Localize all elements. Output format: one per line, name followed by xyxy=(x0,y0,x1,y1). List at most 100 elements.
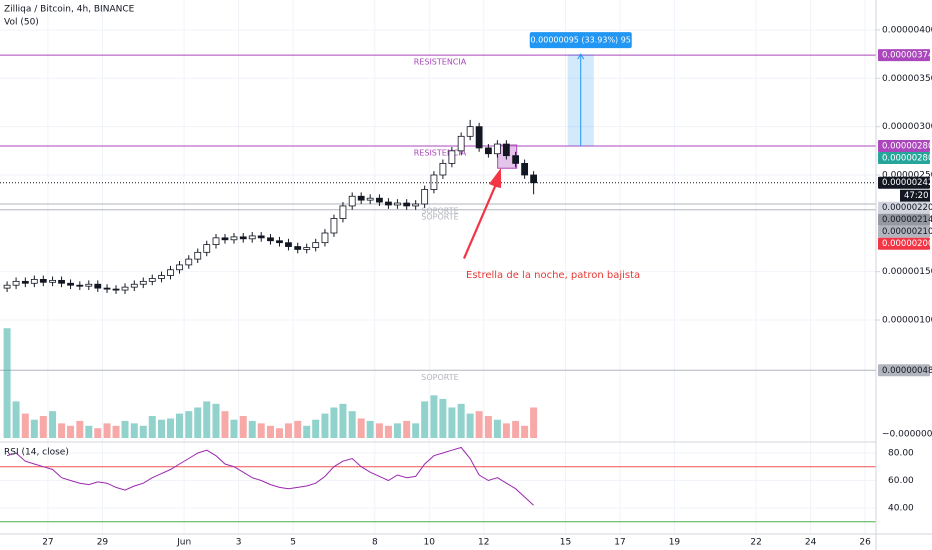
rsi-tick-label: 40.00 xyxy=(888,503,914,513)
y-tick-label: 0.00000250 xyxy=(882,170,932,180)
candle-body xyxy=(267,237,274,242)
volume-bar xyxy=(412,423,420,438)
volume-bar xyxy=(103,423,111,438)
measure-label-box xyxy=(529,32,632,49)
candle-body xyxy=(385,201,392,206)
x-tick-label: Jun xyxy=(176,538,191,548)
x-tick-label: 29 xyxy=(97,538,109,548)
volume-bar xyxy=(403,420,411,438)
volume-bar xyxy=(521,425,529,438)
price-tag-label: 0.00000280 xyxy=(882,153,932,163)
candle-body xyxy=(330,218,338,234)
candle-body xyxy=(12,280,20,286)
x-tick-label: 5 xyxy=(290,538,296,548)
volume-bar xyxy=(248,420,256,438)
candle-body xyxy=(176,264,183,271)
volume-bar xyxy=(284,423,292,438)
price-tag-label: 0.00000210 xyxy=(882,227,932,237)
rsi-tick-label: 80.00 xyxy=(888,448,914,458)
candle-body xyxy=(94,283,102,289)
x-tick-label: 17 xyxy=(614,538,625,548)
volume-bar xyxy=(384,425,392,438)
candle-body xyxy=(203,244,211,253)
candle-body xyxy=(430,174,438,190)
candle-body xyxy=(339,205,347,219)
x-tick-label: 24 xyxy=(805,538,817,548)
volume-bar xyxy=(221,411,229,438)
y-tick-label: 0.00000150 xyxy=(882,267,932,277)
volume-bar xyxy=(375,423,383,438)
level-label: SOPORTE xyxy=(421,212,458,221)
candle-body xyxy=(148,278,156,282)
candle-body xyxy=(530,174,538,184)
candle-body xyxy=(294,246,302,250)
candle-body xyxy=(3,284,11,289)
volume-bar xyxy=(430,395,438,438)
x-tick-label: 10 xyxy=(424,538,436,548)
volume-bar xyxy=(112,425,120,438)
candle-body xyxy=(276,240,283,244)
price-tag-label: 0.00000374 xyxy=(882,51,932,61)
candle-body xyxy=(376,197,383,203)
price-tag-label: 0.00000220 xyxy=(882,203,932,213)
chart-title: Zilliqa / Bitcoin, 4h, BINANCE xyxy=(4,5,135,15)
candle-body xyxy=(158,275,165,279)
volume-label: Vol (50) xyxy=(4,18,39,28)
y-tick-label: 0.00000400 xyxy=(882,25,932,35)
volume-bar xyxy=(366,420,374,438)
price-tag xyxy=(878,201,930,214)
volume-bar xyxy=(439,398,447,438)
level-label: SOPORTE xyxy=(421,206,458,215)
rsi-line xyxy=(6,446,534,506)
volume-bar xyxy=(530,407,538,438)
candle-body xyxy=(30,279,38,284)
candle-body xyxy=(448,150,456,164)
volume-bar xyxy=(39,416,47,438)
volume-bar xyxy=(185,411,193,438)
volume-bar xyxy=(67,425,75,438)
volume-bar xyxy=(303,425,311,438)
volume-bar xyxy=(266,425,274,438)
price-tag xyxy=(878,213,930,226)
candle-body xyxy=(212,237,220,246)
volume-bar xyxy=(312,419,320,438)
volume-bar xyxy=(212,403,220,438)
price-tag xyxy=(878,225,930,238)
price-tag-label: 0.00000200 xyxy=(882,239,932,249)
price-tag-label: 0.00000214 xyxy=(882,215,932,225)
volume-bar xyxy=(94,428,102,438)
candle-body xyxy=(439,162,447,176)
candle-body xyxy=(139,280,147,285)
candle-body xyxy=(366,197,374,201)
countdown-label: 47:20 xyxy=(904,191,929,201)
volume-bar xyxy=(12,401,20,438)
candle-body xyxy=(221,237,229,241)
y-tick-label: 0.00000100 xyxy=(882,316,932,326)
candle-body xyxy=(230,236,238,241)
volume-bar xyxy=(421,401,429,438)
candle-body xyxy=(502,143,510,157)
price-tag xyxy=(878,176,930,189)
volume-bar xyxy=(475,411,483,438)
candle-body xyxy=(167,269,174,276)
candle-body xyxy=(49,279,56,283)
volume-bar xyxy=(130,423,138,438)
volume-bar xyxy=(148,416,156,438)
price-tag xyxy=(878,151,930,164)
volume-bar xyxy=(158,419,166,438)
volume-bar xyxy=(484,416,492,438)
candle-body xyxy=(121,286,129,291)
volume-bar xyxy=(3,328,11,438)
volume-bar xyxy=(512,420,520,438)
measure-arrow-head xyxy=(577,53,585,60)
price-tag xyxy=(878,49,930,62)
volume-bar xyxy=(194,407,202,438)
volume-bar xyxy=(85,425,93,438)
measure-label: 0.00000095 (33.93%) 95 xyxy=(531,36,631,45)
candle-body xyxy=(512,155,520,164)
volume-bar xyxy=(448,407,456,438)
candle-body xyxy=(475,126,483,149)
candle-body xyxy=(85,283,93,287)
volume-bar xyxy=(239,416,247,438)
